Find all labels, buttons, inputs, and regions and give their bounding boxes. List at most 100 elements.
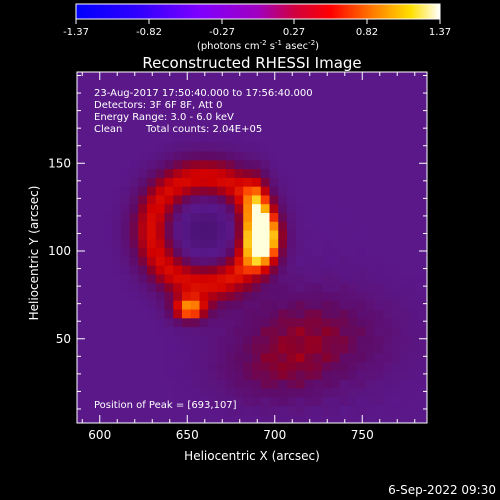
heatmap-cell — [357, 212, 367, 222]
heatmap-cell — [225, 238, 236, 249]
heatmap-cell — [103, 142, 113, 152]
heatmap-cell — [400, 150, 411, 161]
heatmap-cell — [269, 221, 279, 231]
heatmap-cell — [173, 256, 183, 266]
heatmap-cell — [400, 159, 411, 170]
heatmap-cell — [147, 98, 157, 108]
heatmap-cell — [120, 396, 131, 407]
heatmap-cell — [129, 186, 139, 196]
heatmap-cell — [217, 387, 227, 398]
heatmap-cell — [199, 124, 209, 135]
heatmap-cell — [304, 405, 314, 415]
heatmap-cell — [295, 142, 306, 152]
heatmap-cell — [278, 89, 288, 99]
heatmap-cell — [77, 335, 87, 345]
heatmap-cell — [217, 142, 227, 152]
heatmap-cell — [392, 326, 402, 336]
heatmap-cell — [339, 361, 349, 371]
heatmap-cell — [269, 326, 279, 336]
heatmap-cell — [330, 168, 341, 178]
heatmap-cell — [155, 186, 166, 196]
heatmap-cell — [322, 414, 332, 423]
heatmap-cell — [112, 203, 122, 214]
heatmap-cell — [374, 396, 384, 407]
heatmap-cell — [120, 414, 131, 423]
heatmap-cell — [173, 344, 183, 354]
heatmap-cell — [330, 142, 341, 152]
heatmap-cell — [252, 396, 262, 407]
heatmap-cell — [295, 291, 306, 301]
heatmap-cell — [269, 414, 279, 423]
heatmap-cell — [392, 361, 402, 371]
heatmap-cell — [112, 326, 122, 336]
heatmap-cell — [182, 212, 192, 222]
heatmap-cell — [164, 256, 174, 266]
heatmap-cell — [243, 387, 253, 398]
info-detectors: Detectors: 3F 6F 8F, Att 0 — [94, 100, 222, 111]
heatmap-cell — [287, 159, 297, 170]
heatmap-cell — [155, 379, 166, 389]
heatmap-cell — [339, 150, 349, 161]
heatmap-cell — [208, 107, 218, 117]
heatmap-cell — [155, 115, 166, 126]
heatmap-cell — [269, 115, 279, 126]
heatmap-cell — [217, 115, 227, 126]
heatmap-cell — [400, 229, 411, 240]
heatmap-cell — [85, 387, 96, 398]
heatmap-cell — [199, 133, 209, 143]
heatmap-cell — [190, 229, 201, 240]
heatmap-cell — [322, 194, 332, 205]
heatmap-cell — [252, 115, 262, 126]
heatmap-cell — [260, 256, 271, 266]
heatmap-cell — [243, 115, 253, 126]
heatmap-cell — [190, 247, 201, 257]
heatmap-cell — [392, 317, 402, 328]
heatmap-cell — [208, 308, 218, 319]
heatmap-cell — [269, 186, 279, 196]
heatmap-cell — [295, 107, 306, 117]
heatmap-cell — [260, 344, 271, 354]
heatmap-cell — [400, 317, 411, 328]
heatmap-cell — [225, 115, 236, 126]
heatmap-cell — [304, 317, 314, 328]
heatmap-cell — [418, 150, 427, 161]
heatmap-cell — [147, 212, 157, 222]
heatmap-cell — [217, 265, 227, 275]
heatmap-cell — [365, 107, 376, 117]
heatmap-cell — [260, 282, 271, 292]
heatmap-cell — [383, 344, 393, 354]
heatmap-cell — [383, 186, 393, 196]
heatmap-cell — [190, 203, 201, 214]
heatmap-cell — [129, 379, 139, 389]
heatmap-cell — [208, 352, 218, 363]
heatmap-cell — [383, 203, 393, 214]
heatmap-cell — [164, 273, 174, 284]
heatmap-cell — [190, 326, 201, 336]
heatmap-cell — [287, 142, 297, 152]
heatmap-cell — [173, 124, 183, 135]
heatmap-cell — [94, 396, 104, 407]
heatmap-cell — [313, 335, 323, 345]
heatmap-cell — [234, 326, 244, 336]
heatmap-cell — [155, 344, 166, 354]
heatmap-cell — [348, 247, 358, 257]
heatmap-cell — [234, 150, 244, 161]
heatmap-cell — [225, 98, 236, 108]
heatmap-cell — [278, 414, 288, 423]
heatmap-cell — [418, 89, 427, 99]
heatmap-cell — [409, 124, 419, 135]
heatmap-cell — [339, 256, 349, 266]
heatmap-cell — [234, 124, 244, 135]
heatmap-cell — [287, 291, 297, 301]
heatmap-cell — [243, 142, 253, 152]
heatmap-cell — [138, 265, 148, 275]
heatmap-cell — [418, 335, 427, 345]
heatmap-cell — [287, 379, 297, 389]
heatmap-cell — [234, 405, 244, 415]
heatmap-cell — [365, 291, 376, 301]
heatmap-cell — [313, 212, 323, 222]
heatmap-cell — [155, 133, 166, 143]
heatmap-cell — [418, 107, 427, 117]
y-tick-label: 50 — [56, 332, 71, 346]
heatmap-cell — [85, 396, 96, 407]
